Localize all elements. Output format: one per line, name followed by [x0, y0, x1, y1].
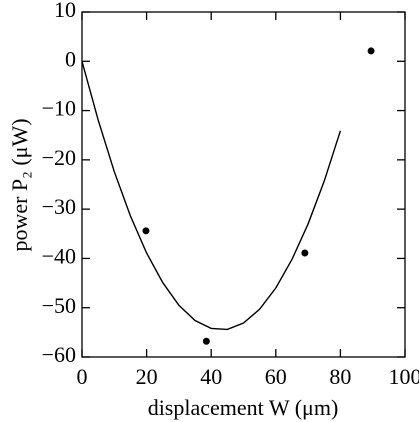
plot-frame: [81, 11, 406, 358]
x-tick-label: 20: [136, 364, 158, 389]
y-tick-label: −40: [42, 243, 76, 268]
x-tick-label: 60: [265, 364, 287, 389]
y-tick-label: −50: [42, 293, 76, 318]
data-point: [301, 249, 309, 257]
y-tick-label: −20: [42, 145, 76, 170]
x-tick-label: 0: [77, 364, 88, 389]
x-tick-label: 80: [329, 364, 351, 389]
x-axis-label: displacement W (μm): [148, 395, 339, 420]
y-tick-label: 10: [54, 0, 76, 22]
data-point: [202, 337, 210, 345]
x-tick-label: 100: [389, 364, 419, 389]
data-point: [367, 47, 375, 55]
y-tick-label: 0: [65, 46, 76, 71]
y-axis-label: power P₂ (μW): [7, 118, 32, 251]
fit-curve: [81, 61, 342, 331]
y-tick-label: −30: [42, 194, 76, 219]
x-tick-label: 40: [200, 364, 222, 389]
y-tick-label: −60: [42, 342, 76, 367]
y-tick-label: −10: [42, 96, 76, 121]
data-point: [142, 227, 150, 235]
